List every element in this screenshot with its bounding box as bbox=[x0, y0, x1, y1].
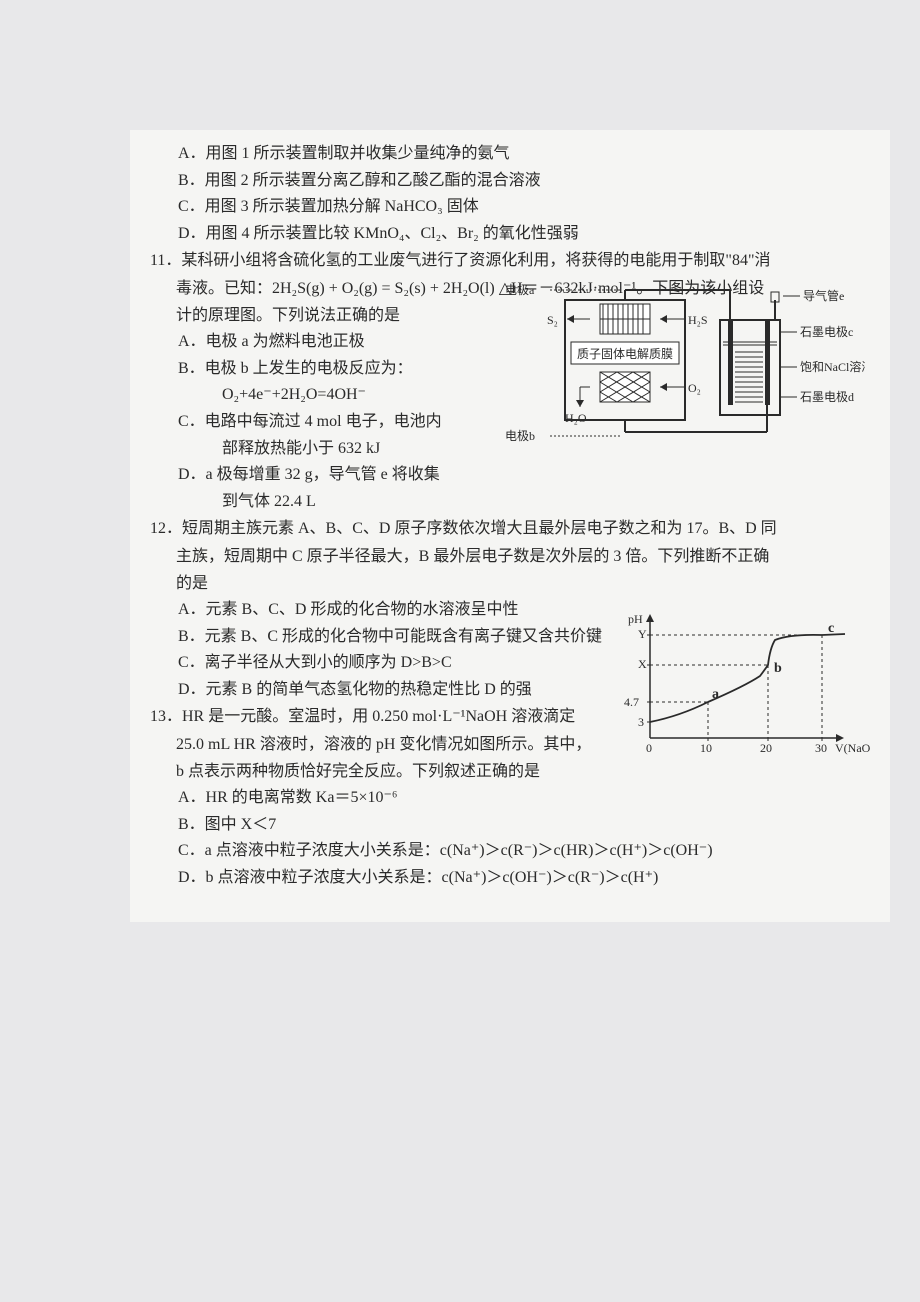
bottom-compartment bbox=[600, 372, 650, 402]
xtick-30: 30 bbox=[815, 741, 827, 755]
q13-stem-1: 13．HR 是一元酸。室温时，用 0.250 mol·L⁻¹NaOH 溶液滴定 bbox=[150, 704, 630, 730]
graphite-d-label: 石墨电极d bbox=[800, 390, 854, 404]
q13-graph-svg: pH Y X 4.7 3 0 10 20 30 V(NaOH)/mL bbox=[620, 608, 870, 758]
point-c: c bbox=[828, 621, 834, 636]
q10-opt-b: B．用图 2 所示装置分离乙醇和乙酸乙酯的混合溶液 bbox=[150, 168, 870, 194]
ytick-y: Y bbox=[638, 627, 647, 641]
q12-stem-1: 12．短周期主族元素 A、B、C、D 原子序数依次增大且最外层电子数之和为 17… bbox=[150, 516, 870, 542]
q11-diagram: 质子固体电解质膜 H₂S S₂ O₂ H₂O bbox=[505, 282, 865, 452]
q11-opt-a: A．电极 a 为燃料电池正极 bbox=[150, 329, 510, 355]
q13-opt-a: A．HR 的电离常数 Ka＝5×10⁻⁶ bbox=[150, 785, 630, 811]
point-a: a bbox=[712, 687, 719, 702]
ytick-47: 4.7 bbox=[624, 695, 639, 709]
q10-opt-a: A．用图 1 所示装置制取并收集少量纯净的氨气 bbox=[150, 141, 870, 167]
q13-stem-2: 25.0 mL HR 溶液时，溶液的 pH 变化情况如图所示。其中， bbox=[150, 732, 630, 758]
xlabel: V(NaOH)/mL bbox=[835, 741, 870, 755]
solution-hatch bbox=[735, 352, 763, 402]
ylabel: pH bbox=[628, 612, 643, 626]
q13-opt-b: B．图中 X＜7 bbox=[150, 812, 630, 838]
q12-stem-2: 主族，短周期中 C 原子半径最大，B 最外层电子数是次外层的 3 倍。下列推断不… bbox=[150, 544, 870, 570]
exam-page: A．用图 1 所示装置制取并收集少量纯净的氨气 B．用图 2 所示装置分离乙醇和… bbox=[130, 130, 890, 922]
q13-block: 13．HR 是一元酸。室温时，用 0.250 mol·L⁻¹NaOH 溶液滴定 … bbox=[150, 704, 630, 837]
q11-options-block: A．电极 a 为燃料电池正极 B．电极 b 上发生的电极反应为： O₂+4e⁻+… bbox=[150, 329, 510, 514]
electrode-b-label: 电极b bbox=[505, 429, 535, 443]
o2-label: O₂ bbox=[688, 381, 701, 395]
q13-graph: pH Y X 4.7 3 0 10 20 30 V(NaOH)/mL bbox=[620, 608, 870, 758]
q11-opt-d1: D．a 极每增重 32 g，导气管 e 将收集 bbox=[150, 462, 510, 488]
membrane-label: 质子固体电解质膜 bbox=[577, 347, 673, 361]
ytick-3: 3 bbox=[638, 715, 644, 729]
q11-opt-b1: B．电极 b 上发生的电极反应为： bbox=[150, 356, 510, 382]
q11-opt-c2: 部释放热能小于 632 kJ bbox=[150, 436, 510, 462]
electrode-a-label: 电极a bbox=[505, 283, 535, 297]
xtick-20: 20 bbox=[760, 741, 772, 755]
q10-opt-c: C．用图 3 所示装置加热分解 NaHCO₃ 固体 bbox=[150, 194, 870, 220]
gas-tube-label: 导气管e bbox=[803, 288, 844, 303]
q13-opt-d: D．b 点溶液中粒子浓度大小关系是：c(Na⁺)＞c(OH⁻)＞c(R⁻)＞c(… bbox=[150, 865, 870, 891]
s2-label: S₂ bbox=[547, 313, 558, 327]
q11-opt-b2: O₂+4e⁻+2H₂O=4OH⁻ bbox=[150, 382, 510, 408]
q13-opt-c: C．a 点溶液中粒子浓度大小关系是：c(Na⁺)＞c(R⁻)＞c(HR)＞c(H… bbox=[150, 838, 870, 864]
q11-opt-d2: 到气体 22.4 L bbox=[150, 489, 510, 515]
q12-stem-3: 的是 bbox=[150, 571, 870, 597]
q10-opt-d: D．用图 4 所示装置比较 KMnO₄、Cl₂、Br₂ 的氧化性强弱 bbox=[150, 221, 870, 247]
q13-stem-3: b 点表示两种物质恰好完全反应。下列叙述正确的是 bbox=[150, 759, 630, 785]
h2o-label: H₂O bbox=[565, 411, 587, 425]
top-compartment bbox=[600, 304, 650, 334]
nacl-label: 饱和NaCl溶液 bbox=[800, 359, 865, 374]
xtick-0: 0 bbox=[646, 741, 652, 755]
h2s-label: H₂S bbox=[688, 313, 708, 327]
point-b: b bbox=[774, 661, 782, 676]
ytick-x: X bbox=[638, 657, 647, 671]
q11-opt-c1: C．电路中每流过 4 mol 电子，电池内 bbox=[150, 409, 510, 435]
q11-stem-1: 11．某科研小组将含硫化氢的工业废气进行了资源化利用，将获得的电能用于制取"84… bbox=[150, 248, 870, 274]
graphite-c-label: 石墨电极c bbox=[800, 325, 853, 339]
xtick-10: 10 bbox=[700, 741, 712, 755]
q11-diagram-svg: 质子固体电解质膜 H₂S S₂ O₂ H₂O bbox=[505, 282, 865, 452]
